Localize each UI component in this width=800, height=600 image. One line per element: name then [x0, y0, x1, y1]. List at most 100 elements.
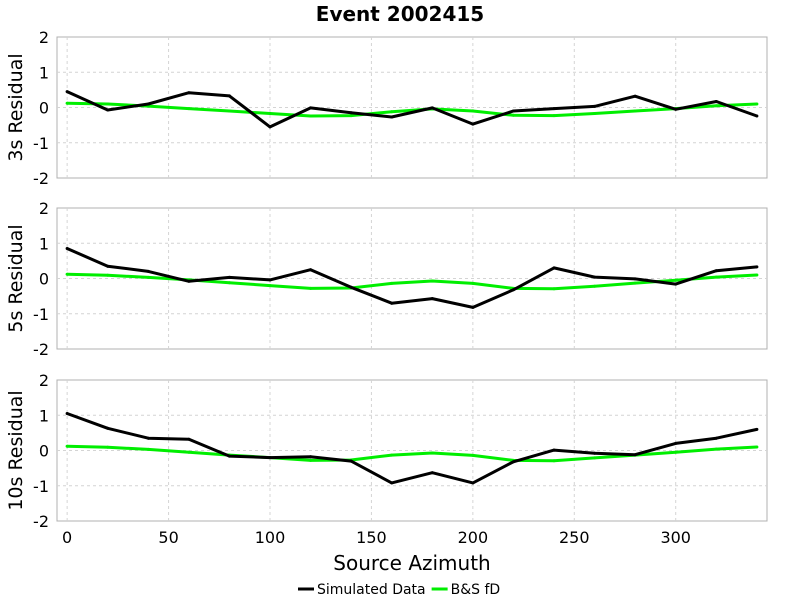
data-point — [755, 273, 759, 277]
data-point — [552, 114, 556, 118]
data-point — [227, 109, 231, 113]
data-point — [674, 441, 678, 445]
data-point — [674, 107, 678, 111]
data-point — [349, 114, 353, 118]
data-point — [227, 281, 231, 285]
data-point — [471, 109, 475, 113]
data-point — [349, 285, 353, 289]
data-point — [106, 102, 110, 106]
data-point — [511, 109, 515, 113]
data-point — [471, 453, 475, 457]
panel-3: 2 1 0 -1 -2 10s Residual — [5, 371, 768, 531]
data-point — [633, 94, 637, 98]
data-point — [65, 247, 69, 250]
data-point — [65, 412, 69, 415]
y-axis-label: 5s Residual — [5, 224, 27, 332]
series-line-b-s-fd — [67, 444, 757, 463]
data-point — [633, 453, 637, 457]
data-point — [593, 104, 597, 108]
data-point — [309, 286, 313, 290]
data-point — [511, 113, 515, 117]
data-point — [390, 481, 394, 485]
data-point — [187, 279, 191, 283]
legend-label: B&S fD — [451, 582, 501, 598]
y-tick-label: 0 — [39, 270, 49, 289]
data-point — [714, 436, 718, 440]
series-line-b-s-fd — [67, 101, 757, 118]
data-point — [390, 453, 394, 457]
data-point — [593, 112, 597, 115]
data-point — [471, 122, 475, 126]
data-point — [268, 112, 272, 115]
data-point — [106, 264, 110, 268]
data-point — [146, 436, 150, 440]
data-point — [430, 106, 434, 110]
data-point — [471, 281, 475, 285]
legend: Simulated Data B&S fD — [298, 582, 500, 598]
data-point — [471, 305, 475, 309]
data-point — [390, 301, 394, 305]
data-point — [552, 287, 556, 291]
y-tick-label: 0 — [39, 99, 49, 118]
data-point — [714, 104, 718, 108]
y-tick-label: -1 — [33, 305, 49, 324]
series-line-simulated-data — [66, 412, 758, 485]
data-point — [349, 111, 353, 115]
series-line-simulated-data — [66, 90, 758, 129]
x-tick-label: 250 — [559, 528, 590, 547]
data-point — [593, 451, 597, 455]
data-point — [309, 106, 313, 110]
data-point — [552, 459, 556, 463]
data-point — [187, 450, 191, 454]
chart-title: Event 2002415 — [316, 2, 484, 26]
data-point — [309, 114, 313, 118]
data-point — [390, 110, 394, 114]
y-tick-label: 1 — [39, 406, 49, 425]
data-point — [430, 451, 434, 455]
data-point — [65, 90, 69, 94]
y-tick-label: 2 — [39, 371, 49, 390]
legend-item-simulated-data: Simulated Data — [298, 582, 426, 598]
data-point — [593, 456, 597, 460]
y-tick-label: -2 — [33, 340, 49, 359]
data-point — [146, 275, 150, 279]
data-point — [309, 455, 313, 459]
x-tick-label: 0 — [62, 528, 72, 547]
data-point — [633, 109, 637, 113]
y-tick-label: -1 — [33, 477, 49, 496]
data-point — [106, 426, 110, 430]
data-point — [633, 277, 637, 281]
y-tick-label: 1 — [39, 63, 49, 82]
data-point — [106, 273, 110, 277]
data-point — [714, 269, 718, 273]
data-point — [146, 269, 150, 273]
data-point — [268, 125, 272, 129]
x-axis-label: Source Azimuth — [333, 551, 490, 575]
data-point — [430, 471, 434, 475]
data-point — [552, 266, 556, 270]
data-point — [268, 284, 272, 288]
data-point — [65, 444, 69, 448]
data-point — [633, 281, 637, 285]
y-tick-label: -1 — [33, 134, 49, 153]
data-point — [714, 275, 718, 279]
y-axis-label: 10s Residual — [5, 390, 27, 510]
data-point — [268, 456, 272, 460]
x-tick-label: 300 — [660, 528, 691, 547]
data-point — [65, 272, 69, 276]
legend-label: Simulated Data — [317, 582, 426, 598]
data-point — [471, 481, 475, 485]
data-point — [268, 278, 272, 282]
data-point — [146, 102, 150, 106]
data-point — [552, 448, 556, 452]
legend-item-b-s-fd: B&S fD — [431, 582, 501, 598]
y-tick-label: 1 — [39, 234, 49, 253]
data-point — [674, 282, 678, 286]
data-point — [227, 275, 231, 279]
x-tick-label: 50 — [158, 528, 178, 547]
data-point — [146, 447, 150, 451]
data-point — [187, 107, 191, 111]
x-tick-label: 200 — [458, 528, 489, 547]
